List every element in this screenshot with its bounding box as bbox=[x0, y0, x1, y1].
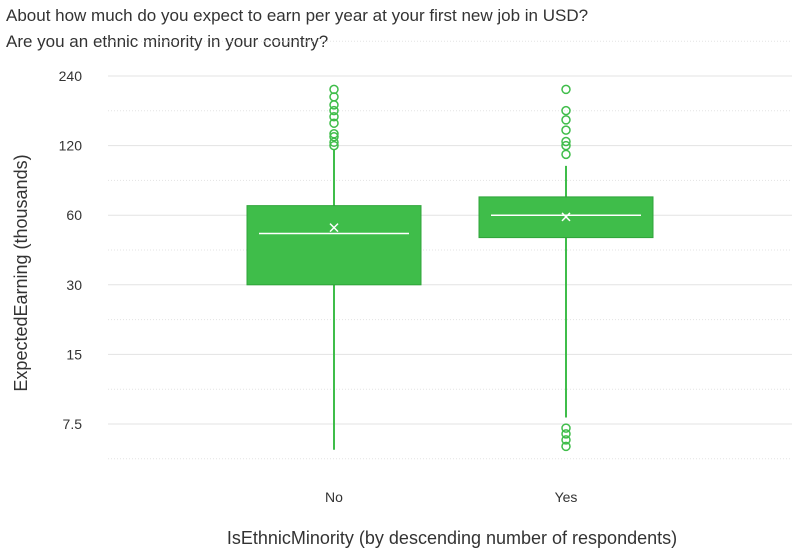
y-tick-label: 240 bbox=[59, 68, 83, 84]
box-yes bbox=[478, 84, 654, 452]
box-no bbox=[246, 84, 422, 450]
mean-marker bbox=[329, 223, 339, 233]
outlier-point bbox=[561, 84, 571, 95]
y-axis-title: ExpectedEarning (thousands) bbox=[11, 154, 31, 391]
y-tick-label: 60 bbox=[66, 207, 82, 223]
outlier-point bbox=[561, 140, 571, 151]
mean-marker bbox=[561, 212, 571, 222]
outlier-point bbox=[329, 84, 339, 95]
x-tick-labels: No Yes bbox=[325, 489, 577, 505]
outlier-point bbox=[561, 149, 571, 160]
outlier-point bbox=[561, 136, 571, 147]
outlier-point bbox=[329, 132, 339, 142]
outlier-point bbox=[329, 129, 339, 139]
grid-lines bbox=[108, 40, 792, 460]
outlier-point bbox=[329, 140, 339, 151]
outlier-point bbox=[329, 105, 339, 116]
outlier-point bbox=[329, 118, 339, 128]
x-tick-label: Yes bbox=[555, 489, 578, 505]
y-tick-label: 30 bbox=[66, 277, 82, 293]
outlier-point bbox=[561, 435, 571, 445]
x-tick-label: No bbox=[325, 489, 343, 505]
x-axis-title: IsEthnicMinority (by descending number o… bbox=[227, 528, 677, 548]
outlier-point bbox=[561, 125, 571, 135]
box-iqr bbox=[246, 205, 422, 286]
boxes bbox=[246, 84, 654, 452]
outlier-point bbox=[561, 429, 571, 439]
chart-subtitle: Are you an ethnic minority in your count… bbox=[6, 32, 329, 51]
outlier-point bbox=[561, 105, 571, 116]
y-tick-label: 7.5 bbox=[63, 416, 83, 432]
y-tick-label: 120 bbox=[59, 138, 83, 154]
outlier-point bbox=[329, 111, 339, 122]
chart-title: About how much do you expect to earn per… bbox=[6, 6, 589, 25]
y-tick-label: 15 bbox=[66, 346, 82, 362]
outlier-point bbox=[561, 441, 571, 452]
outlier-point bbox=[329, 100, 339, 110]
y-tick-labels: 7.5 15 30 60 120 240 bbox=[59, 68, 83, 432]
outlier-point bbox=[561, 423, 571, 433]
outlier-point bbox=[561, 115, 571, 125]
